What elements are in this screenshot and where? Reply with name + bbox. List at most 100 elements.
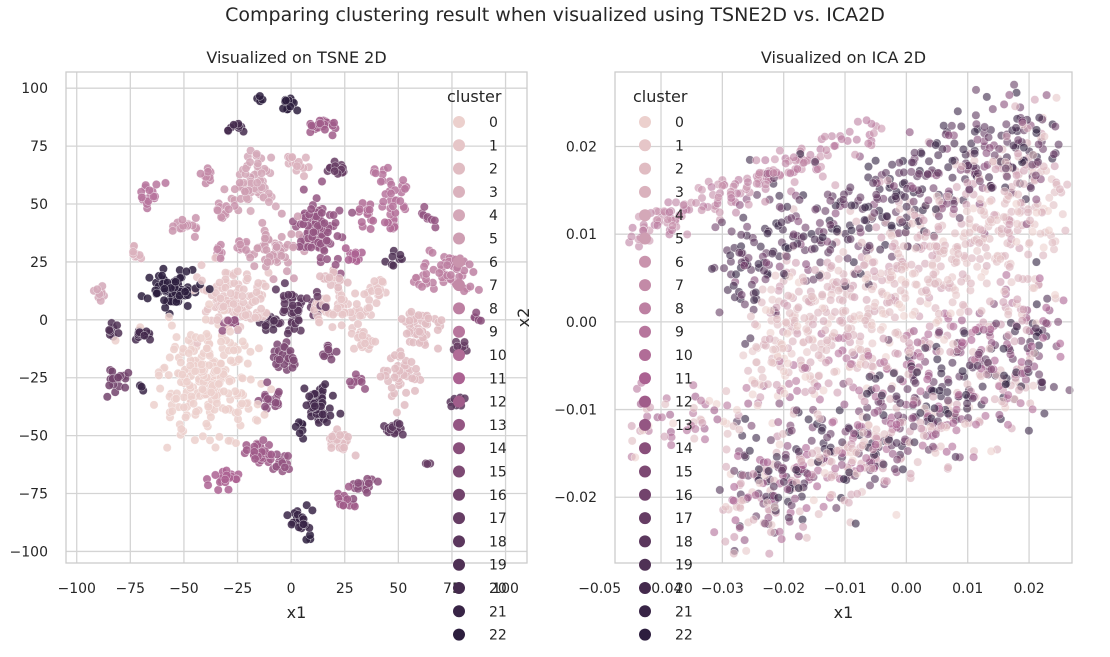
ica-point xyxy=(821,357,831,367)
tsne-y-tick-label: 100 xyxy=(21,81,48,97)
ica-point xyxy=(1016,398,1026,408)
ica-point xyxy=(926,422,936,432)
ica-point xyxy=(707,182,717,192)
tsne-point xyxy=(358,331,368,341)
ica-point xyxy=(745,446,755,456)
tsne-point xyxy=(471,308,481,318)
ica-point xyxy=(982,92,992,102)
ica-point xyxy=(1029,283,1039,293)
ica-point xyxy=(959,328,969,338)
ica-point xyxy=(746,312,756,321)
tsne-point xyxy=(213,485,223,495)
ica-point xyxy=(738,350,748,360)
ica-point xyxy=(766,357,776,367)
ica-point xyxy=(877,124,886,134)
ica-point xyxy=(815,414,825,423)
ica-point xyxy=(723,429,733,439)
ica-point xyxy=(887,221,896,231)
ica-point xyxy=(805,150,815,160)
tsne-point xyxy=(224,485,233,495)
ica-point xyxy=(689,434,699,444)
ica-point xyxy=(689,403,699,413)
ica-point xyxy=(822,432,832,442)
ica-point xyxy=(988,157,998,167)
ica-point xyxy=(817,426,827,436)
ica-point xyxy=(869,266,879,276)
ica-point xyxy=(826,295,836,305)
ica-point xyxy=(740,535,750,545)
ica-point xyxy=(994,410,1004,420)
ica-point xyxy=(756,242,766,252)
ica-point xyxy=(736,230,746,240)
ica-point xyxy=(770,154,780,164)
ica-point xyxy=(729,281,739,291)
ica-point xyxy=(817,290,827,300)
tsne-point xyxy=(234,355,244,364)
ica-point xyxy=(743,493,753,502)
tsne-point xyxy=(191,407,201,417)
tsne-point xyxy=(238,337,248,346)
ica-point xyxy=(772,314,782,324)
ica-point xyxy=(1013,207,1023,216)
ica-point xyxy=(814,350,824,360)
tsne-point xyxy=(261,281,271,291)
tsne-point xyxy=(319,218,329,228)
ica-point xyxy=(869,301,879,311)
ica-point xyxy=(799,158,809,168)
ica-point xyxy=(729,549,739,558)
ica-point xyxy=(763,379,773,389)
ica-point xyxy=(973,168,983,178)
tsne-point xyxy=(223,316,233,325)
tsne-point xyxy=(281,96,291,106)
tsne-point xyxy=(229,120,239,130)
ica-point xyxy=(739,261,749,271)
ica-point xyxy=(1023,364,1033,374)
tsne-legend-marker xyxy=(453,209,465,222)
ica-point xyxy=(794,287,804,297)
ica-point xyxy=(979,396,989,405)
tsne-legend-label: 2 xyxy=(489,162,498,178)
tsne-point xyxy=(250,313,260,323)
ica-point xyxy=(1039,132,1049,141)
tsne-point xyxy=(294,315,304,325)
tsne-point xyxy=(335,430,345,440)
ica-point xyxy=(766,435,776,445)
tsne-point xyxy=(143,293,153,303)
tsne-point xyxy=(395,196,405,206)
ica-point xyxy=(991,164,1001,174)
ica-point xyxy=(765,334,775,344)
ica-legend-marker xyxy=(639,279,651,292)
ica-point xyxy=(967,253,977,263)
ica-point xyxy=(830,307,840,317)
ica-point xyxy=(962,206,972,216)
ica-point xyxy=(774,286,784,296)
ica-point xyxy=(839,400,849,409)
tsne-legend-marker xyxy=(453,232,465,245)
tsne-point xyxy=(351,451,361,460)
ica-point xyxy=(1036,229,1045,239)
ica-point xyxy=(886,384,896,394)
ica-point xyxy=(821,345,831,355)
ica-point xyxy=(810,234,820,244)
tsne-point xyxy=(322,236,332,246)
ica-point xyxy=(994,144,1004,154)
tsne-point xyxy=(250,454,260,464)
tsne-point xyxy=(332,347,341,357)
tsne-point xyxy=(327,432,337,442)
ica-point xyxy=(918,441,928,451)
ica-point xyxy=(915,408,925,418)
ica-point xyxy=(972,262,982,272)
tsne-point xyxy=(376,177,386,187)
ica-point xyxy=(1000,186,1009,196)
tsne-point xyxy=(155,384,165,394)
tsne-point xyxy=(313,292,322,301)
tsne-point xyxy=(355,204,365,214)
ica-point xyxy=(849,429,859,438)
tsne-point xyxy=(120,383,130,393)
ica-point xyxy=(775,202,785,212)
tsne-x-tick-label: −100 xyxy=(57,581,95,597)
ica-point xyxy=(795,195,804,205)
ica-point xyxy=(942,387,952,397)
ica-point xyxy=(949,204,959,214)
ica-x-axis-label: x1 xyxy=(834,603,854,622)
